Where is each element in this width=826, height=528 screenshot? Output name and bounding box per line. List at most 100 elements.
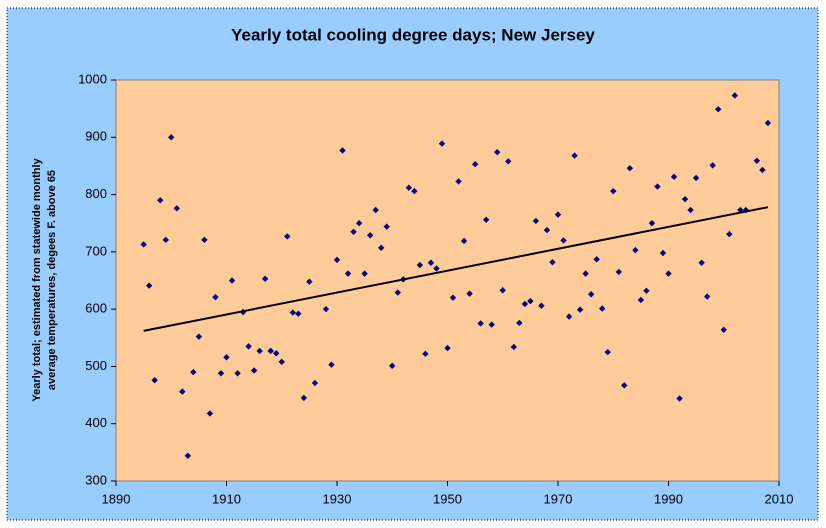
data-point: [350, 228, 357, 236]
data-point: [416, 261, 424, 269]
data-point: [267, 347, 274, 355]
data-point: [709, 162, 716, 169]
data-point: [731, 92, 738, 99]
data-point: [698, 259, 705, 266]
data-point: [444, 344, 451, 352]
data-point: [466, 290, 473, 297]
data-point: [759, 166, 766, 174]
data-point: [300, 394, 308, 402]
data-point: [593, 256, 600, 263]
data-point: [565, 313, 573, 320]
data-point: [173, 205, 180, 212]
data-point: [549, 258, 556, 266]
data-point: [527, 297, 534, 305]
data-point: [339, 147, 346, 154]
data-point: [576, 306, 584, 313]
data-point: [692, 174, 700, 182]
data-point: [681, 195, 689, 203]
data-point: [599, 305, 606, 312]
data-point: [742, 206, 750, 214]
data-point: [212, 293, 219, 301]
data-point: [366, 232, 374, 239]
data-point: [543, 226, 551, 234]
data-point: [162, 236, 169, 244]
data-point: [510, 343, 517, 351]
data-point: [223, 354, 230, 361]
data-point: [455, 178, 462, 185]
data-point: [687, 206, 694, 214]
data-point: [632, 246, 639, 254]
data-point: [405, 184, 413, 191]
x-tick-label: 1970: [544, 491, 573, 506]
data-point: [355, 220, 363, 227]
data-point: [289, 309, 296, 316]
data-point: [488, 321, 495, 328]
data-point: [378, 244, 385, 252]
data-point: [659, 249, 667, 257]
data-point: [427, 259, 435, 266]
data-point: [168, 134, 175, 141]
data-point: [477, 320, 484, 327]
data-point: [389, 362, 396, 370]
data-point: [654, 183, 661, 190]
data-point: [372, 206, 379, 214]
data-point: [234, 370, 241, 377]
data-point: [433, 265, 440, 272]
data-point: [295, 310, 302, 317]
data-point: [560, 237, 567, 244]
data-point: [626, 165, 634, 172]
data-point: [610, 187, 617, 195]
x-tick-label: 2010: [765, 491, 794, 506]
x-tick-label: 1950: [433, 491, 462, 506]
data-point: [322, 305, 330, 313]
data-point: [151, 376, 158, 384]
chart-title: Yearly total cooling degree days; New Je…: [231, 25, 595, 44]
data-point: [460, 237, 468, 245]
data-point: [554, 211, 562, 218]
y-tick-label: 400: [85, 415, 107, 430]
data-point: [643, 287, 650, 295]
data-point: [516, 319, 523, 327]
data-point: [344, 270, 352, 277]
data-point: [145, 282, 153, 289]
data-point: [328, 361, 335, 368]
data-point: [394, 289, 401, 296]
data-point: [621, 382, 628, 389]
data-point: [261, 275, 269, 282]
data-point: [538, 302, 545, 309]
data-point: [206, 410, 214, 417]
data-point: [670, 173, 678, 181]
x-tick-label: 1910: [212, 491, 241, 506]
y-axis-title-line: average temperatures, degees F. above 65: [46, 170, 58, 390]
data-point: [333, 256, 341, 264]
y-axis-title: Yearly total; estimated from statewide m…: [31, 157, 58, 401]
y-tick-label: 700: [85, 243, 107, 258]
y-axis-title-line: Yearly total; estimated from statewide m…: [31, 157, 43, 401]
data-point: [179, 388, 186, 395]
data-point: [411, 187, 418, 195]
data-point: [438, 140, 446, 147]
data-point: [195, 333, 203, 340]
data-point: [499, 287, 506, 294]
data-point: [306, 278, 313, 285]
data-point: [471, 161, 479, 168]
plot-area: [115, 79, 780, 482]
y-tick-label: 1000: [78, 71, 107, 86]
data-point: [637, 296, 645, 304]
data-point: [250, 367, 258, 374]
data-point: [676, 395, 683, 402]
data-point: [571, 152, 578, 159]
data-point: [284, 233, 291, 240]
data-point: [184, 452, 192, 459]
data-point: [157, 197, 164, 204]
y-tick-label: 500: [85, 358, 107, 373]
data-point: [532, 217, 540, 225]
data-point: [615, 268, 622, 276]
data-point: [449, 294, 457, 301]
data-point: [753, 157, 761, 164]
y-tick-label: 600: [85, 301, 107, 316]
data-point: [256, 347, 263, 355]
data-point: [587, 291, 595, 298]
